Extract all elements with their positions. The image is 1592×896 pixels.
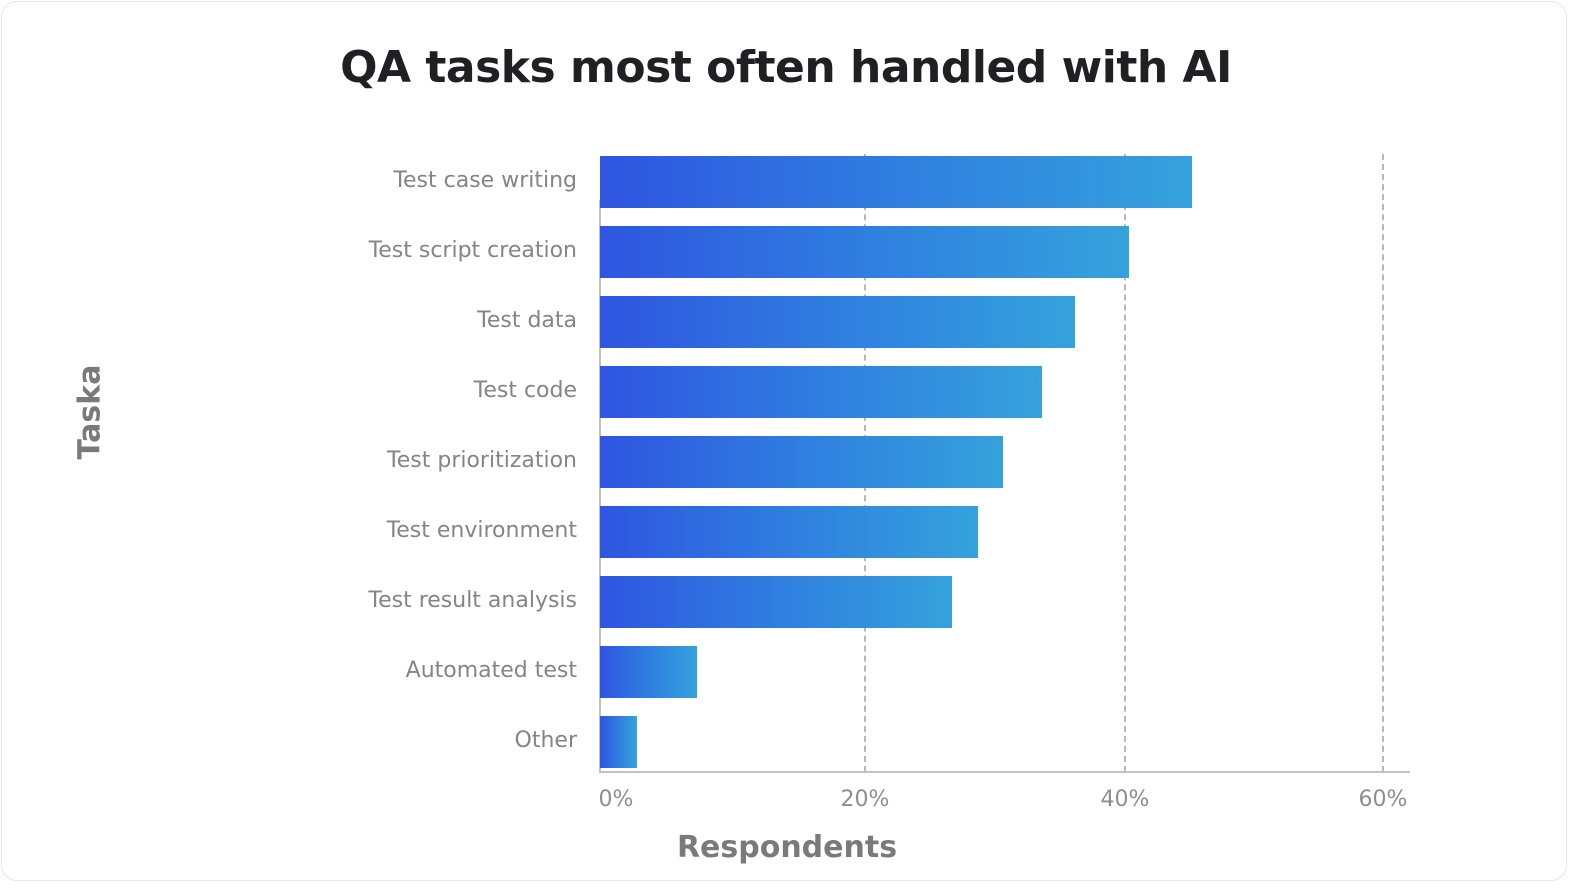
category-label: Test data [477, 308, 577, 333]
chart-card: QA tasks most often handled with AI Task… [1, 1, 1567, 881]
bar [600, 576, 952, 628]
category-label: Test prioritization [387, 448, 577, 473]
bar [600, 366, 1042, 418]
gridline-60 [1382, 154, 1384, 772]
x-tick-40: 40% [1100, 787, 1150, 812]
category-label: Test result analysis [368, 588, 577, 613]
x-tick-20: 20% [840, 787, 890, 812]
bar [600, 226, 1129, 278]
plot-area [599, 142, 1410, 773]
bar [600, 296, 1075, 348]
category-label: Test script creation [368, 238, 577, 263]
category-label: Test case writing [393, 168, 577, 193]
bar [600, 436, 1003, 488]
chart-title: QA tasks most often handled with AI [340, 42, 1232, 93]
bar [600, 646, 697, 698]
category-label: Automated test [405, 658, 577, 683]
x-tick-60: 60% [1358, 787, 1408, 812]
bar [600, 506, 978, 558]
gridline-40 [1124, 154, 1126, 772]
x-axis-label: Respondents [676, 830, 898, 865]
category-label: Other [514, 728, 577, 753]
category-label: Test environment [386, 518, 577, 543]
x-axis-line [599, 771, 1410, 773]
bar [600, 716, 637, 768]
y-axis-label: Taska [72, 364, 108, 460]
x-tick-0: 0% [598, 787, 634, 812]
category-label: Test code [473, 378, 577, 403]
bar [600, 156, 1192, 208]
